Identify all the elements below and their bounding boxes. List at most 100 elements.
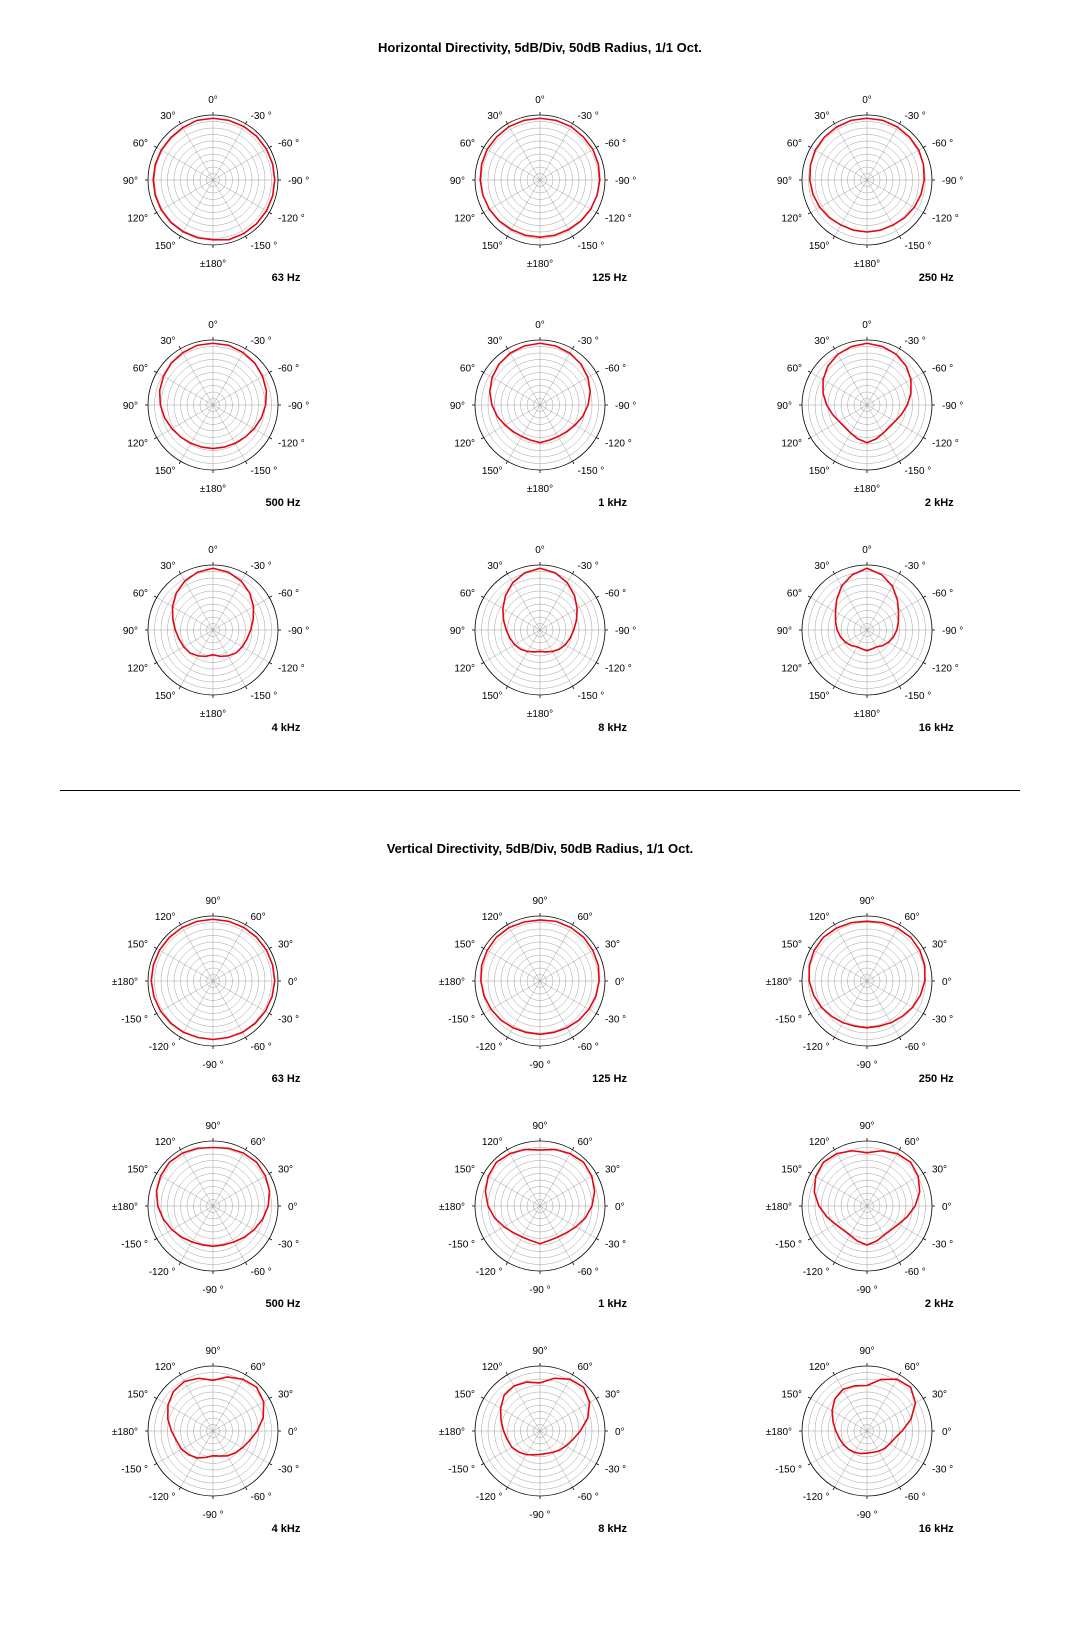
angle-label: 120°	[155, 912, 176, 923]
angle-label: -120 °	[149, 1267, 176, 1278]
angle-label: 0°	[535, 545, 545, 556]
angle-label: 60°	[133, 139, 148, 150]
angle-label: 30°	[814, 111, 829, 122]
angle-label: -60 °	[278, 139, 299, 150]
frequency-label: 500 Hz	[265, 1298, 300, 1310]
angle-label: 30°	[487, 561, 502, 572]
angle-label: -60 °	[251, 1492, 272, 1503]
angle-label: -60 °	[932, 139, 953, 150]
polar-svg: 0°-30 °-60 °-90 °-120 °-150 °±180°150°12…	[762, 75, 972, 285]
angle-label: -30 °	[577, 336, 598, 347]
polar-plot: 90°60°30°0°-30 °-60 °-90 °-120 °-150 °±1…	[435, 1101, 645, 1316]
angle-label: -60 °	[932, 589, 953, 600]
angle-label: -150 °	[448, 1240, 475, 1251]
angle-label: ±180°	[854, 259, 880, 270]
angle-label: -60 °	[278, 364, 299, 375]
angle-label: 150°	[454, 1390, 475, 1401]
angle-label: 0°	[615, 1427, 625, 1438]
angle-label: 0°	[862, 320, 872, 331]
angle-label: -30 °	[251, 561, 272, 572]
angle-label: ±180°	[527, 709, 553, 720]
angle-label: 0°	[535, 320, 545, 331]
angle-label: 150°	[808, 691, 829, 702]
polar-svg: 90°60°30°0°-30 °-60 °-90 °-120 °-150 °±1…	[108, 1101, 318, 1311]
angle-label: 90°	[123, 401, 138, 412]
angle-label: -90 °	[203, 1060, 224, 1071]
angle-label: ±180°	[765, 977, 791, 988]
polar-svg: 0°-30 °-60 °-90 °-120 °-150 °±180°150°12…	[435, 525, 645, 735]
angle-label: 0°	[535, 95, 545, 106]
polar-svg: 0°-30 °-60 °-90 °-120 °-150 °±180°150°12…	[435, 75, 645, 285]
angle-label: -120 °	[278, 214, 305, 225]
angle-label: 150°	[454, 940, 475, 951]
angle-label: 150°	[128, 940, 149, 951]
angle-label: -120 °	[476, 1042, 503, 1053]
angle-label: -60 °	[605, 589, 626, 600]
angle-label: 90°	[859, 1346, 874, 1357]
angle-label: -30 °	[251, 111, 272, 122]
angle-label: 30°	[278, 940, 293, 951]
angle-label: -30 °	[904, 561, 925, 572]
angle-label: -120 °	[278, 664, 305, 675]
angle-label: 120°	[454, 664, 475, 675]
angle-label: 90°	[777, 401, 792, 412]
frequency-label: 250 Hz	[919, 272, 954, 284]
angle-label: -150 °	[904, 691, 931, 702]
angle-label: -60 °	[577, 1042, 598, 1053]
angle-label: 30°	[932, 940, 947, 951]
angle-label: ±180°	[527, 484, 553, 495]
angle-label: 120°	[482, 1137, 503, 1148]
angle-label: 90°	[450, 626, 465, 637]
angle-label: ±180°	[439, 1427, 465, 1438]
angle-label: 90°	[206, 1121, 221, 1132]
angle-label: -60 °	[605, 139, 626, 150]
section-title: Vertical Directivity, 5dB/Div, 50dB Radi…	[60, 841, 1020, 856]
frequency-label: 250 Hz	[919, 1073, 954, 1085]
angle-label: 60°	[577, 912, 592, 923]
angle-label: 90°	[123, 626, 138, 637]
section-title: Horizontal Directivity, 5dB/Div, 50dB Ra…	[60, 40, 1020, 55]
angle-label: 30°	[278, 1390, 293, 1401]
angle-label: -120 °	[802, 1042, 829, 1053]
angle-label: 120°	[454, 439, 475, 450]
angle-label: 90°	[777, 626, 792, 637]
angle-label: -30 °	[904, 111, 925, 122]
angle-label: 30°	[605, 1390, 620, 1401]
angle-label: 30°	[278, 1165, 293, 1176]
angle-label: -120 °	[149, 1492, 176, 1503]
polar-svg: 0°-30 °-60 °-90 °-120 °-150 °±180°150°12…	[108, 300, 318, 510]
angle-label: 60°	[251, 912, 266, 923]
angle-label: -150 °	[775, 1240, 802, 1251]
angle-label: ±180°	[765, 1202, 791, 1213]
angle-label: 60°	[251, 1362, 266, 1373]
angle-label: -90 °	[203, 1285, 224, 1296]
angle-label: -120 °	[802, 1267, 829, 1278]
angle-label: -60 °	[904, 1492, 925, 1503]
angle-label: 90°	[532, 1346, 547, 1357]
angle-label: ±180°	[200, 709, 226, 720]
angle-label: 120°	[482, 912, 503, 923]
angle-label: 90°	[206, 1346, 221, 1357]
frequency-label: 125 Hz	[592, 272, 627, 284]
angle-label: -30 °	[278, 1240, 299, 1251]
angle-label: 30°	[161, 561, 176, 572]
angle-label: 60°	[904, 912, 919, 923]
angle-label: 120°	[155, 1362, 176, 1373]
frequency-label: 63 Hz	[272, 1073, 301, 1085]
angle-label: -30 °	[605, 1240, 626, 1251]
polar-svg: 90°60°30°0°-30 °-60 °-90 °-120 °-150 °±1…	[108, 876, 318, 1086]
angle-label: -150 °	[448, 1465, 475, 1476]
polar-svg: 0°-30 °-60 °-90 °-120 °-150 °±180°150°12…	[762, 300, 972, 510]
angle-label: -90 °	[288, 176, 309, 187]
angle-label: 150°	[128, 1165, 149, 1176]
angle-label: 60°	[787, 139, 802, 150]
angle-label: -150 °	[251, 466, 278, 477]
angle-label: -90 °	[856, 1510, 877, 1521]
polar-grid: 0° -30 ° -60 ° -90 ° -120 ° -150 ° ±180° 150° 12…	[60, 75, 1020, 740]
angle-label: -120 °	[605, 439, 632, 450]
angle-label: -90 °	[529, 1285, 550, 1296]
frequency-label: 500 Hz	[265, 497, 300, 509]
polar-plot: 0°-30 °-60 °-90 °-120 °-150 °±180°150°12…	[762, 300, 972, 515]
angle-label: ±180°	[112, 1427, 138, 1438]
angle-label: -90 °	[203, 1510, 224, 1521]
